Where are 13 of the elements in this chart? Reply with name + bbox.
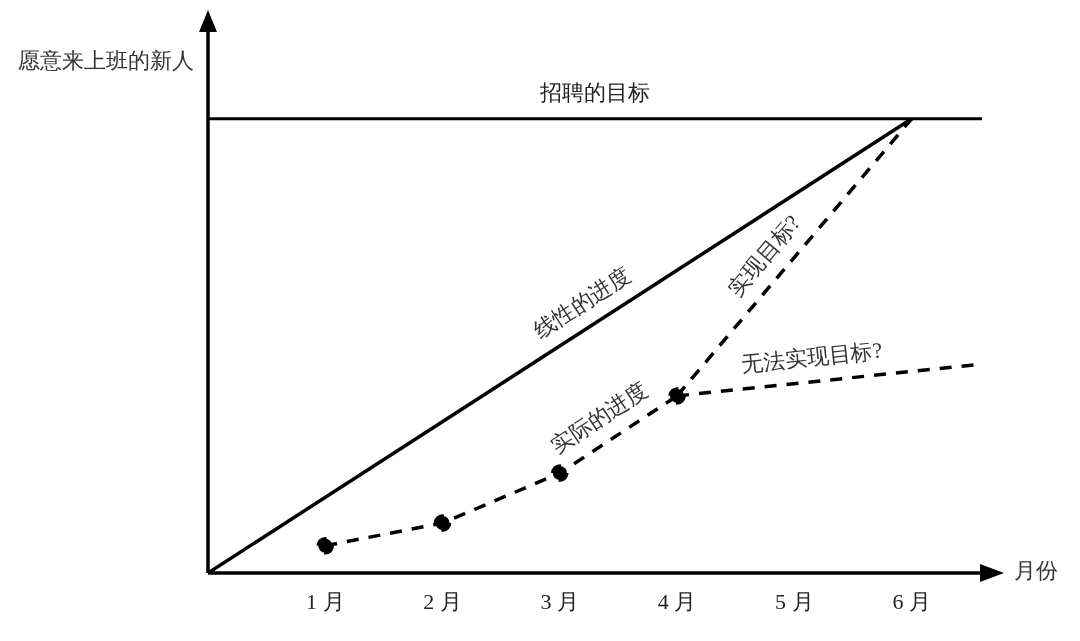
y-axis-title: 愿意来上班的新人 — [18, 48, 194, 73]
x-axis-title: 月份 — [1014, 558, 1058, 584]
text: 无法实现目标? — [739, 337, 884, 378]
text: 实际的进度 — [546, 377, 652, 459]
text: 线性的进度 — [528, 262, 635, 343]
x-tick-label: 5 月 — [775, 588, 814, 614]
ref-line-label: 招聘的目标 — [539, 79, 650, 105]
x-tick-label: 4 月 — [657, 588, 697, 614]
x-tick-label: 6 月 — [892, 588, 931, 614]
text: 实现目标? — [722, 210, 806, 301]
x-tick-label: 3 月 — [540, 588, 580, 614]
x-tick-label: 1 月 — [306, 588, 345, 614]
x-tick-label: 2 月 — [423, 588, 462, 614]
